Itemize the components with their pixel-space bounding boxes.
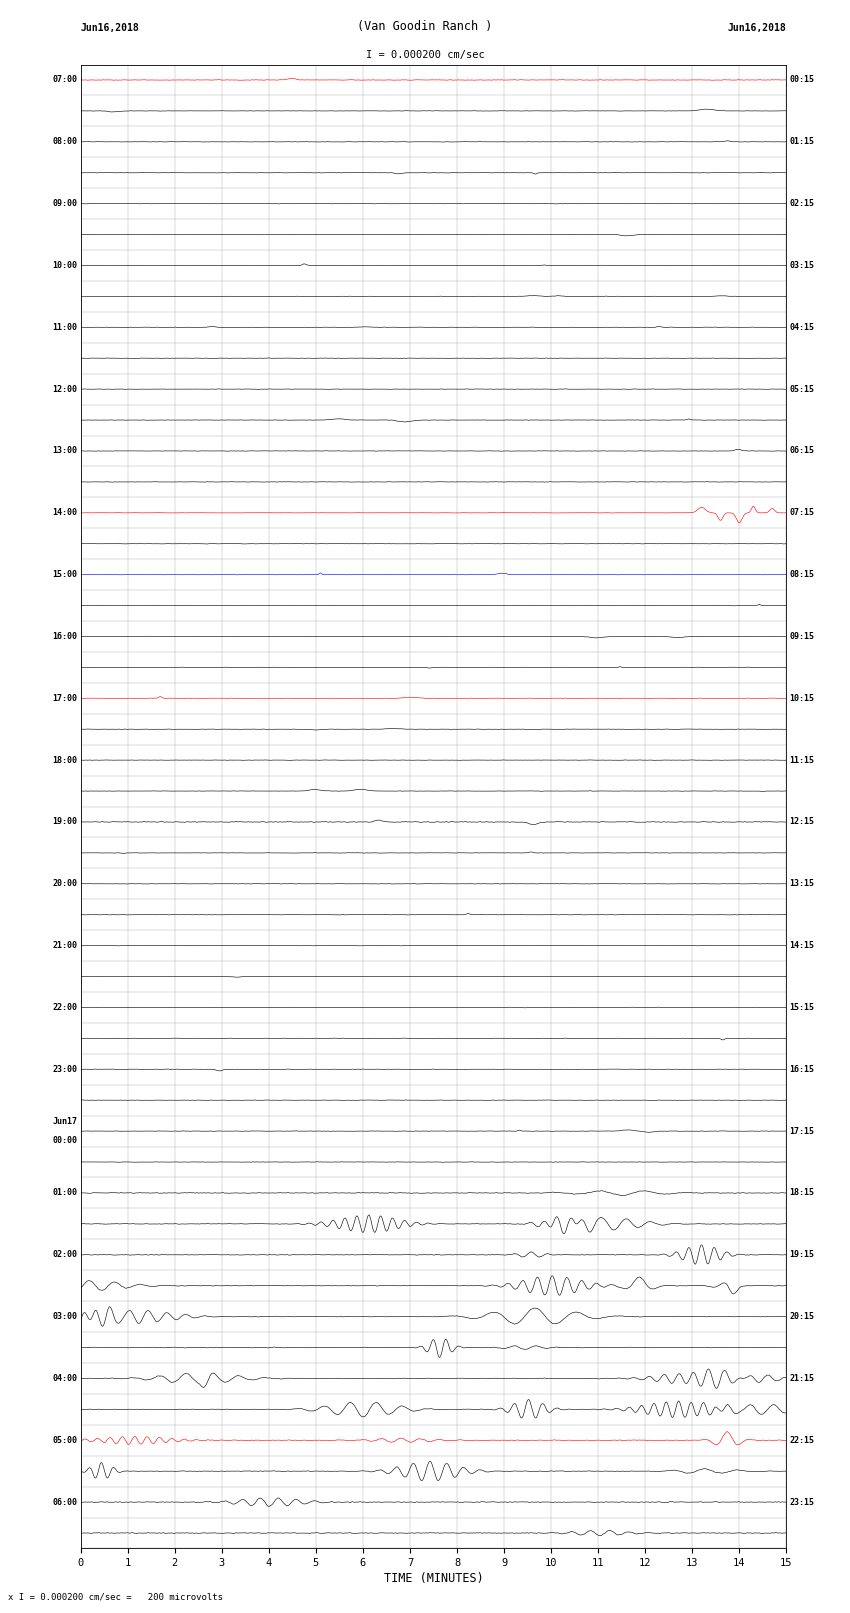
- Text: 10:00: 10:00: [53, 261, 77, 269]
- Text: Jun16,2018: Jun16,2018: [728, 23, 786, 32]
- Text: 13:15: 13:15: [790, 879, 814, 889]
- Text: 03:00: 03:00: [53, 1311, 77, 1321]
- Text: 19:15: 19:15: [790, 1250, 814, 1260]
- X-axis label: TIME (MINUTES): TIME (MINUTES): [383, 1573, 484, 1586]
- Text: 16:00: 16:00: [53, 632, 77, 640]
- Text: 09:00: 09:00: [53, 198, 77, 208]
- Text: 15:00: 15:00: [53, 569, 77, 579]
- Text: 03:15: 03:15: [790, 261, 814, 269]
- Text: 02:15: 02:15: [790, 198, 814, 208]
- Text: 02:00: 02:00: [53, 1250, 77, 1260]
- Text: 17:15: 17:15: [790, 1126, 814, 1136]
- Text: 15:15: 15:15: [790, 1003, 814, 1011]
- Text: 21:15: 21:15: [790, 1374, 814, 1382]
- Text: 16:15: 16:15: [790, 1065, 814, 1074]
- Text: 01:00: 01:00: [53, 1189, 77, 1197]
- Text: 07:00: 07:00: [53, 76, 77, 84]
- Text: 11:15: 11:15: [790, 755, 814, 765]
- Text: 12:15: 12:15: [790, 818, 814, 826]
- Text: 10:15: 10:15: [790, 694, 814, 703]
- Text: 05:00: 05:00: [53, 1436, 77, 1445]
- Text: 04:00: 04:00: [53, 1374, 77, 1382]
- Text: 21:00: 21:00: [53, 940, 77, 950]
- Text: 20:00: 20:00: [53, 879, 77, 889]
- Text: 18:15: 18:15: [790, 1189, 814, 1197]
- Text: (Van Goodin Ranch ): (Van Goodin Ranch ): [357, 19, 493, 32]
- Text: 13:00: 13:00: [53, 447, 77, 455]
- Text: 22:00: 22:00: [53, 1003, 77, 1011]
- Text: 08:15: 08:15: [790, 569, 814, 579]
- Text: Jun16,2018: Jun16,2018: [81, 23, 139, 32]
- Text: 08:00: 08:00: [53, 137, 77, 147]
- Text: 06:15: 06:15: [790, 447, 814, 455]
- Text: 23:15: 23:15: [790, 1497, 814, 1507]
- Text: 23:00: 23:00: [53, 1065, 77, 1074]
- Text: 04:15: 04:15: [790, 323, 814, 332]
- Text: 18:00: 18:00: [53, 755, 77, 765]
- Text: 05:15: 05:15: [790, 384, 814, 394]
- Text: 14:15: 14:15: [790, 940, 814, 950]
- Text: 01:15: 01:15: [790, 137, 814, 147]
- Text: 09:15: 09:15: [790, 632, 814, 640]
- Text: I = 0.000200 cm/sec: I = 0.000200 cm/sec: [366, 50, 484, 60]
- Text: 20:15: 20:15: [790, 1311, 814, 1321]
- Text: 00:15: 00:15: [790, 76, 814, 84]
- Text: x I = 0.000200 cm/sec =   200 microvolts: x I = 0.000200 cm/sec = 200 microvolts: [8, 1592, 224, 1602]
- Text: 07:15: 07:15: [790, 508, 814, 518]
- Text: 11:00: 11:00: [53, 323, 77, 332]
- Text: 12:00: 12:00: [53, 384, 77, 394]
- Text: 00:00: 00:00: [53, 1136, 77, 1145]
- Text: 06:00: 06:00: [53, 1497, 77, 1507]
- Text: 19:00: 19:00: [53, 818, 77, 826]
- Text: 17:00: 17:00: [53, 694, 77, 703]
- Text: 14:00: 14:00: [53, 508, 77, 518]
- Text: Jun17: Jun17: [53, 1118, 77, 1126]
- Text: 22:15: 22:15: [790, 1436, 814, 1445]
